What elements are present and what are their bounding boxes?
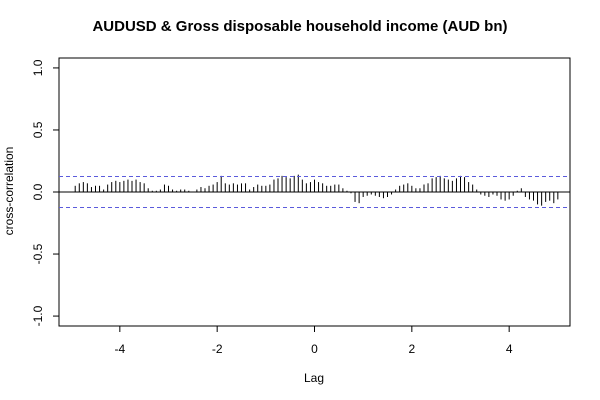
ccf-bars bbox=[74, 174, 559, 206]
x-tick-label: 0 bbox=[311, 342, 318, 356]
reference-lines bbox=[59, 175, 570, 209]
y-tick-label: -1.0 bbox=[31, 305, 45, 326]
chart-title: AUDUSD & Gross disposable household inco… bbox=[92, 18, 507, 35]
x-tick-label: -2 bbox=[212, 342, 223, 356]
x-tick-label: 2 bbox=[408, 342, 415, 356]
y-tick-label: 0.0 bbox=[31, 183, 45, 200]
y-axis-label: cross-correlation bbox=[2, 147, 16, 236]
x-tick-label: -4 bbox=[114, 342, 125, 356]
x-tick-label: 4 bbox=[506, 342, 513, 356]
axis-ticks: -4 -2 0 2 4 -1.0 -0.5 0.0 0.5 1.0 bbox=[31, 59, 513, 356]
y-tick-label: 0.5 bbox=[31, 121, 45, 138]
y-tick-label: 1.0 bbox=[31, 59, 45, 76]
x-axis-label: Lag bbox=[304, 371, 324, 385]
y-tick-label: -0.5 bbox=[31, 243, 45, 264]
